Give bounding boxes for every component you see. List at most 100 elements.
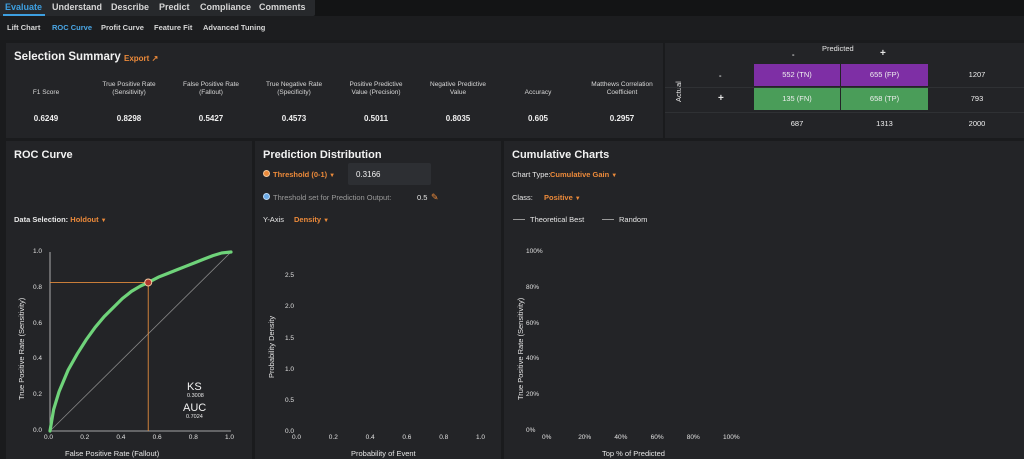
export-button[interactable]: Export ↗ [124, 54, 158, 63]
roc-threshold-point [144, 278, 153, 287]
dist-y-tick: 2.0 [285, 303, 295, 311]
roc-x-tick: 0.2 [80, 434, 90, 441]
tab-comments[interactable]: Comments [259, 2, 306, 12]
subtab-roc-curve[interactable]: ROC Curve [52, 23, 93, 32]
class-dropdown[interactable]: Positive ▼ [544, 193, 581, 202]
y-axis-dropdown[interactable]: Density ▼ [294, 215, 329, 224]
cum-y-tick: 80% [526, 283, 540, 291]
metric-label: True Positive Rate (Sensitivity) [102, 81, 156, 96]
cum-x-tick: 80% [686, 434, 700, 441]
top-nav: Evaluate Understand Describe Predict Com… [0, 0, 1024, 16]
top-nav-bar [0, 0, 315, 16]
threshold-dropdown[interactable]: Threshold (0-1) ▼ [273, 170, 335, 179]
data-selection-dropdown[interactable]: Holdout ▼ [70, 215, 106, 224]
subtab-lift-chart[interactable]: Lift Chart [7, 23, 41, 32]
sub-nav: Lift Chart ROC Curve Profit Curve Featur… [0, 16, 1024, 40]
threshold-marker-icon [263, 170, 270, 177]
dist-x-tick: 0.6 [402, 434, 412, 441]
threshold-input[interactable] [348, 163, 431, 185]
output-threshold-value: 0.5 [417, 193, 428, 202]
cell-true-positive[interactable]: 658 (TP) [841, 88, 928, 110]
y-axis-label: Y-Axis [263, 215, 284, 224]
cum-x-axis-label: Top % of Predicted [602, 449, 665, 458]
chevron-down-icon: ▼ [329, 173, 336, 179]
metric-label: Positive Predictive Value (Precision) [349, 81, 403, 96]
predicted-positive-header: + [880, 48, 886, 59]
dist-x-tick: 1.0 [476, 434, 486, 441]
roc-y-tick: 0.2 [33, 391, 43, 399]
col-total-negative: 687 [790, 119, 804, 128]
metric-value: 0.2957 [609, 114, 635, 123]
metric-label: True Negative Rate (Specificity) [265, 81, 323, 96]
dist-y-tick: 0.5 [285, 396, 295, 404]
roc-y-tick: 0.8 [33, 283, 43, 291]
subtab-advanced-tuning[interactable]: Advanced Tuning [203, 23, 266, 32]
class-label: Class: [512, 193, 533, 202]
cum-x-tick: 20% [578, 434, 592, 441]
distribution-title: Prediction Distribution [263, 149, 382, 161]
roc-x-tick: 1.0 [225, 434, 235, 441]
chart-type-value: Cumulative Gain [550, 170, 610, 179]
cumulative-title: Cumulative Charts [512, 149, 610, 161]
data-selection-value: Holdout [70, 215, 99, 224]
tab-compliance[interactable]: Compliance [200, 2, 252, 12]
cum-x-tick: 0% [542, 434, 552, 441]
cell-true-negative[interactable]: 552 (TN) [754, 64, 840, 86]
cum-y-axis-label: True Positive Rate (Sensitivity) [516, 297, 525, 400]
cum-y-tick: 60% [526, 319, 540, 327]
predicted-axis-label: Predicted [822, 44, 854, 53]
row-total-positive: 793 [970, 94, 984, 103]
threshold-value: 0.3166 [356, 170, 381, 179]
metric-label: F1 Score [32, 89, 60, 96]
legend-random-label: Random [619, 215, 648, 224]
actual-negative-header: - [719, 71, 722, 80]
dist-y-tick: 2.5 [285, 272, 295, 280]
tab-predict[interactable]: Predict [159, 2, 190, 12]
cum-y-tick: 0% [526, 427, 536, 434]
metric-label: Negative Predictive Value [430, 81, 486, 96]
tab-active-indicator [3, 14, 45, 16]
chart-type-label: Chart Type: [512, 170, 551, 179]
distribution-panel: Prediction Distribution [255, 141, 501, 459]
subtab-profit-curve[interactable]: Profit Curve [101, 23, 144, 32]
output-threshold-label: Threshold set for Prediction Output: [273, 193, 392, 202]
chevron-down-icon: ▼ [611, 173, 618, 179]
dist-x-tick: 0.8 [439, 434, 449, 441]
tab-evaluate[interactable]: Evaluate [5, 2, 43, 12]
cumulative-panel: Cumulative Charts [504, 141, 1024, 459]
dist-y-tick: 1.5 [285, 334, 295, 342]
external-link-icon: ↗ [151, 54, 159, 63]
roc-panel: ROC Curve Data Selection: Holdout ▼ [6, 141, 252, 459]
dist-x-tick: 0.4 [365, 434, 375, 441]
dist-x-tick: 0.2 [328, 434, 338, 441]
selection-summary-title: Selection Summary [14, 51, 121, 63]
roc-y-tick: 1.0 [33, 248, 43, 255]
metric-value: 0.6249 [33, 114, 59, 123]
roc-y-tick: 0.6 [33, 319, 43, 327]
tab-describe[interactable]: Describe [111, 2, 150, 12]
roc-x-tick: 0.0 [44, 434, 54, 441]
chart-type-dropdown[interactable]: Cumulative Gain ▼ [550, 170, 617, 179]
edit-icon[interactable]: ✎ [431, 192, 439, 202]
chevron-down-icon: ▼ [323, 218, 330, 224]
cell-false-positive[interactable]: 655 (FP) [841, 64, 928, 86]
row-total-negative: 1207 [968, 70, 986, 79]
chevron-down-icon: ▼ [574, 196, 581, 202]
metric-value: 0.8298 [116, 114, 142, 123]
roc-y-tick: 0.0 [33, 427, 43, 434]
tab-understand[interactable]: Understand [52, 2, 103, 12]
actual-positive-header: + [718, 93, 724, 104]
cum-y-tick: 40% [526, 355, 540, 363]
metric-label: Matthews Correlation Coefficient [591, 81, 653, 96]
class-value: Positive [544, 193, 573, 202]
subtab-feature-fit[interactable]: Feature Fit [154, 23, 193, 32]
roc-title: ROC Curve [14, 149, 73, 161]
cum-x-tick: 100% [723, 434, 740, 441]
roc-y-tick: 0.4 [33, 355, 43, 363]
metric-label: Accuracy [524, 89, 552, 96]
cell-false-negative[interactable]: 135 (FN) [754, 88, 840, 110]
dist-x-tick: 0.0 [292, 434, 302, 441]
export-label: Export [124, 54, 150, 63]
roc-x-axis-label: False Positive Rate (Fallout) [65, 449, 160, 458]
dist-y-axis-label: Probability Density [267, 315, 276, 378]
